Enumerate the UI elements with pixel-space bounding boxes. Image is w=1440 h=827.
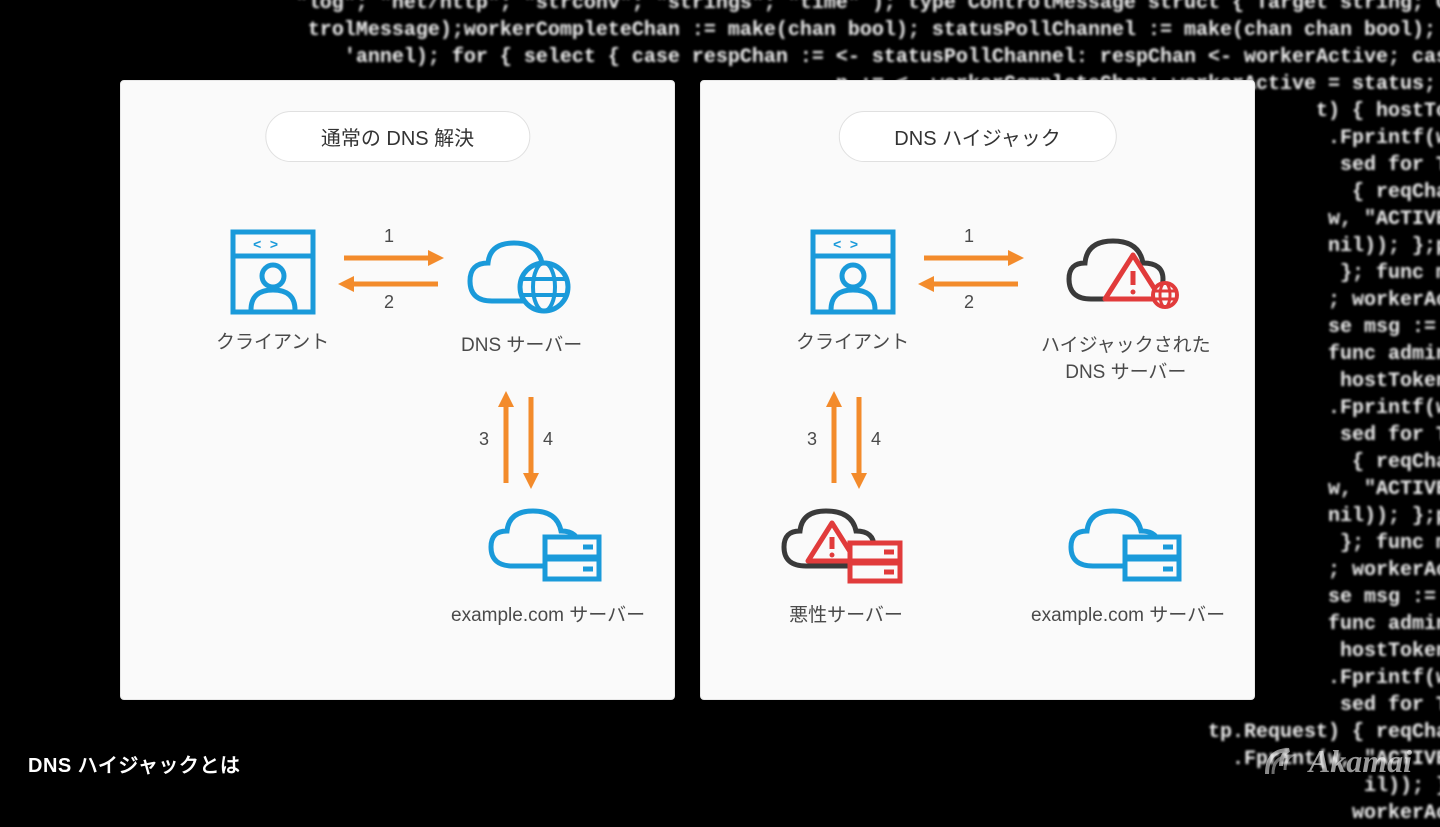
arrow-num-3: 3 bbox=[479, 429, 489, 450]
malicious-label: 悪性サーバー bbox=[789, 603, 903, 630]
cloud-server-icon bbox=[1063, 501, 1193, 591]
panel-dns-hijack: DNS ハイジャック < > クライアント bbox=[700, 80, 1255, 700]
node-dns-server: DNS サーバー bbox=[461, 231, 582, 360]
node-client: < > クライアント bbox=[216, 226, 329, 357]
cloud-server-icon bbox=[483, 501, 613, 591]
cloud-warning-icon bbox=[1061, 231, 1191, 321]
arrow-3-4: 3 4 bbox=[481, 391, 551, 496]
akamai-logo: Akamai bbox=[1261, 740, 1412, 782]
node-client: < > クライアント bbox=[796, 226, 909, 357]
browser-user-icon: < > bbox=[227, 226, 319, 318]
svg-text:< >: < > bbox=[253, 238, 278, 254]
panel-title: 通常の DNS 解決 bbox=[265, 111, 530, 162]
origin-label: example.com サーバー bbox=[451, 603, 645, 630]
arrow-num-4: 4 bbox=[871, 429, 881, 450]
cloud-warning-server-icon bbox=[776, 501, 916, 591]
arrow-num-4: 4 bbox=[543, 429, 553, 450]
origin-label: example.com サーバー bbox=[1031, 603, 1225, 630]
bidirectional-arrow-v-icon bbox=[809, 391, 879, 491]
panel-normal-dns: 通常の DNS 解決 < > クライアント DNS サーバー bbox=[120, 80, 675, 700]
arrow-num-2: 2 bbox=[384, 292, 394, 313]
arrow-num-2: 2 bbox=[964, 292, 974, 313]
node-malicious-server: 悪性サーバー bbox=[776, 501, 916, 630]
arrow-num-1: 1 bbox=[384, 226, 394, 247]
node-hijacked-dns: ハイジャックされた DNS サーバー bbox=[1041, 231, 1211, 386]
hijacked-label: ハイジャックされた DNS サーバー bbox=[1041, 333, 1211, 386]
logo-text: Akamai bbox=[1309, 743, 1412, 780]
bidirectional-arrow-v-icon bbox=[481, 391, 551, 491]
arrow-num-3: 3 bbox=[807, 429, 817, 450]
akamai-wave-icon bbox=[1261, 740, 1303, 782]
browser-user-icon: < > bbox=[807, 226, 899, 318]
caption: DNS ハイジャックとは bbox=[28, 749, 240, 778]
arrow-num-1: 1 bbox=[964, 226, 974, 247]
node-origin-server: example.com サーバー bbox=[451, 501, 645, 630]
client-label: クライアント bbox=[796, 330, 909, 357]
diagram-panels: 通常の DNS 解決 < > クライアント DNS サーバー bbox=[120, 80, 1255, 700]
arrow-1-2: 1 2 bbox=[336, 236, 446, 311]
panel-title: DNS ハイジャック bbox=[838, 111, 1116, 162]
client-label: クライアント bbox=[216, 330, 329, 357]
svg-text:< >: < > bbox=[833, 238, 858, 254]
arrow-3-4: 3 4 bbox=[809, 391, 879, 496]
cloud-globe-icon bbox=[462, 231, 582, 321]
node-origin-server: example.com サーバー bbox=[1031, 501, 1225, 630]
arrow-1-2: 1 2 bbox=[916, 236, 1026, 311]
dns-label: DNS サーバー bbox=[461, 333, 582, 360]
